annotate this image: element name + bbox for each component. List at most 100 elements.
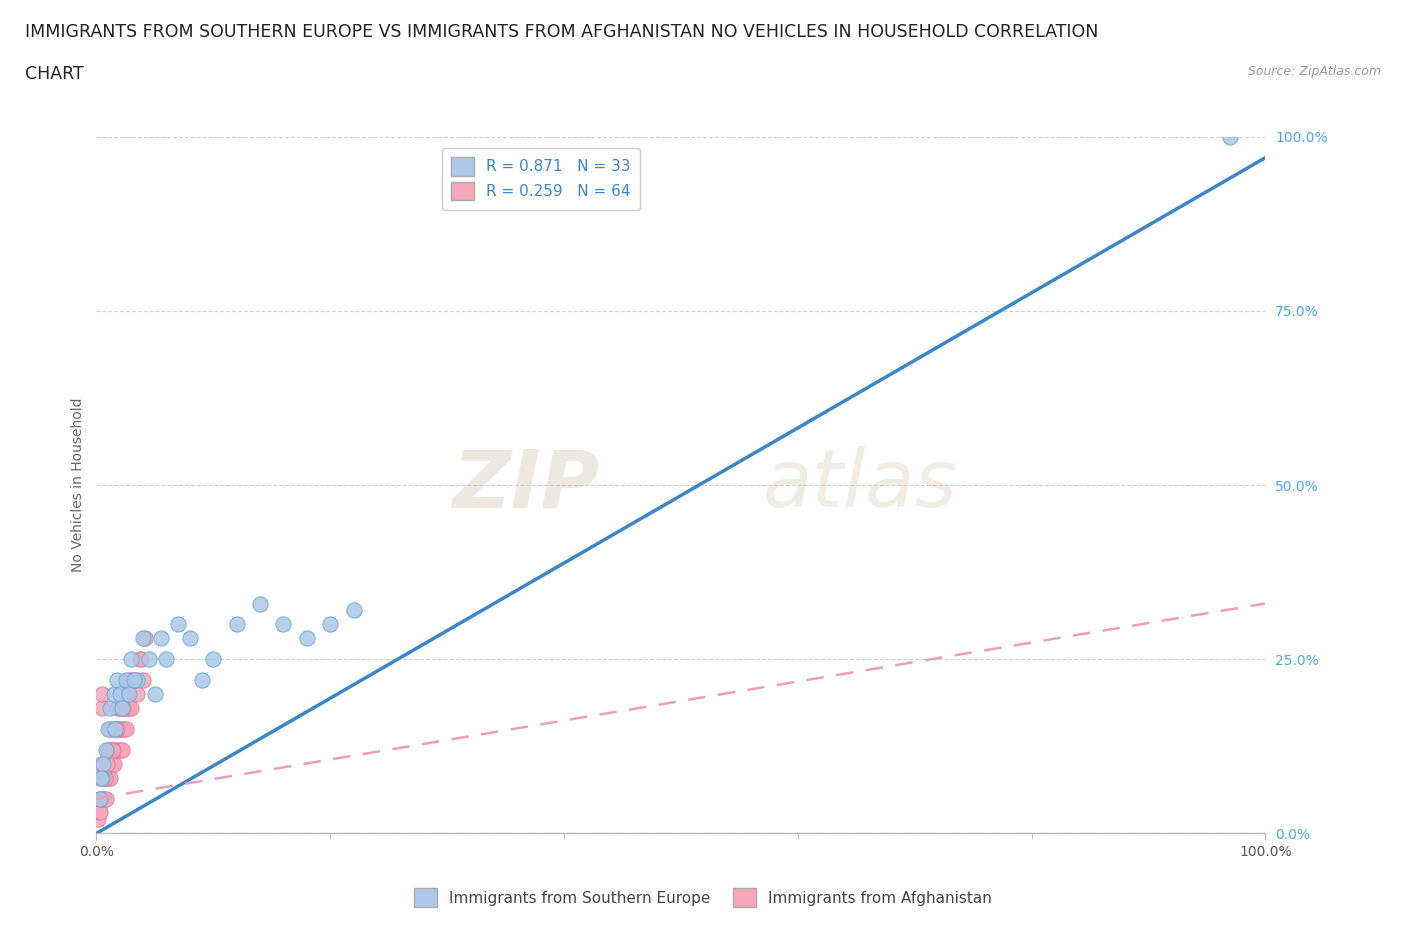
- Legend: Immigrants from Southern Europe, Immigrants from Afghanistan: Immigrants from Southern Europe, Immigra…: [408, 883, 998, 913]
- Point: [127, 686, 149, 701]
- Point: [94, 791, 117, 806]
- Point: [115, 700, 138, 715]
- Point: [112, 722, 135, 737]
- Point: [114, 686, 136, 701]
- Point: [105, 672, 128, 687]
- Point: [122, 672, 145, 687]
- Point: [179, 631, 201, 645]
- Point: [103, 722, 125, 737]
- Point: [87, 805, 110, 820]
- Point: [127, 672, 149, 687]
- Text: Source: ZipAtlas.com: Source: ZipAtlas.com: [1247, 65, 1381, 78]
- Point: [101, 742, 124, 757]
- Point: [118, 700, 141, 715]
- Point: [108, 700, 131, 715]
- Point: [93, 791, 115, 806]
- Point: [112, 700, 135, 715]
- Point: [342, 603, 364, 618]
- Point: [96, 756, 118, 771]
- Point: [97, 756, 120, 771]
- Point: [143, 686, 166, 701]
- Point: [202, 652, 225, 667]
- Point: [167, 617, 190, 631]
- Point: [120, 672, 142, 687]
- Point: [117, 686, 139, 701]
- Point: [118, 686, 141, 701]
- Point: [122, 672, 145, 687]
- Point: [108, 700, 131, 715]
- Point: [118, 672, 141, 687]
- Point: [97, 742, 120, 757]
- Point: [111, 742, 134, 757]
- Text: CHART: CHART: [25, 65, 84, 83]
- Point: [100, 742, 122, 757]
- Point: [105, 722, 128, 737]
- Point: [114, 672, 136, 687]
- Point: [89, 770, 111, 785]
- Legend: R = 0.871   N = 33, R = 0.259   N = 64: R = 0.871 N = 33, R = 0.259 N = 64: [441, 148, 640, 209]
- Text: IMMIGRANTS FROM SOUTHERN EUROPE VS IMMIGRANTS FROM AFGHANISTAN NO VEHICLES IN HO: IMMIGRANTS FROM SOUTHERN EUROPE VS IMMIG…: [25, 23, 1098, 41]
- Point: [120, 700, 142, 715]
- Point: [104, 722, 127, 737]
- Point: [100, 756, 122, 771]
- Point: [107, 722, 129, 737]
- Point: [98, 756, 121, 771]
- Point: [105, 700, 128, 715]
- Point: [132, 631, 155, 645]
- Text: atlas: atlas: [762, 446, 957, 525]
- Point: [91, 700, 114, 715]
- Point: [138, 652, 160, 667]
- Point: [100, 722, 122, 737]
- Point: [97, 770, 120, 785]
- Point: [132, 672, 155, 687]
- Point: [124, 672, 146, 687]
- Point: [90, 791, 112, 806]
- Point: [104, 722, 127, 737]
- Point: [91, 686, 114, 701]
- Point: [190, 672, 212, 687]
- Point: [89, 791, 111, 806]
- Point: [90, 756, 112, 771]
- Point: [91, 791, 114, 806]
- Point: [114, 722, 136, 737]
- Point: [111, 700, 134, 715]
- Point: [87, 791, 110, 806]
- Point: [103, 756, 125, 771]
- Point: [115, 686, 138, 701]
- Point: [111, 686, 134, 701]
- Point: [89, 805, 111, 820]
- Point: [98, 742, 121, 757]
- Point: [97, 722, 120, 737]
- Point: [94, 742, 117, 757]
- Point: [319, 617, 342, 631]
- Point: [100, 770, 122, 785]
- Text: ZIP: ZIP: [451, 446, 599, 525]
- Point: [273, 617, 295, 631]
- Y-axis label: No Vehicles in Household: No Vehicles in Household: [72, 398, 86, 572]
- Point: [105, 742, 128, 757]
- Point: [90, 770, 112, 785]
- Point: [128, 652, 150, 667]
- Point: [93, 770, 115, 785]
- Point: [100, 700, 122, 715]
- Point: [120, 652, 142, 667]
- Point: [295, 631, 318, 645]
- Point: [129, 652, 152, 667]
- Point: [105, 722, 128, 737]
- Point: [110, 722, 132, 737]
- Point: [225, 617, 247, 631]
- Point: [249, 596, 271, 611]
- Point: [112, 700, 135, 715]
- Point: [103, 686, 125, 701]
- Point: [1219, 129, 1241, 144]
- Point: [108, 742, 131, 757]
- Point: [86, 812, 108, 827]
- Point: [101, 742, 124, 757]
- Point: [96, 770, 118, 785]
- Point: [91, 770, 114, 785]
- Point: [149, 631, 172, 645]
- Point: [93, 770, 115, 785]
- Point: [108, 686, 131, 701]
- Point: [134, 631, 156, 645]
- Point: [94, 756, 117, 771]
